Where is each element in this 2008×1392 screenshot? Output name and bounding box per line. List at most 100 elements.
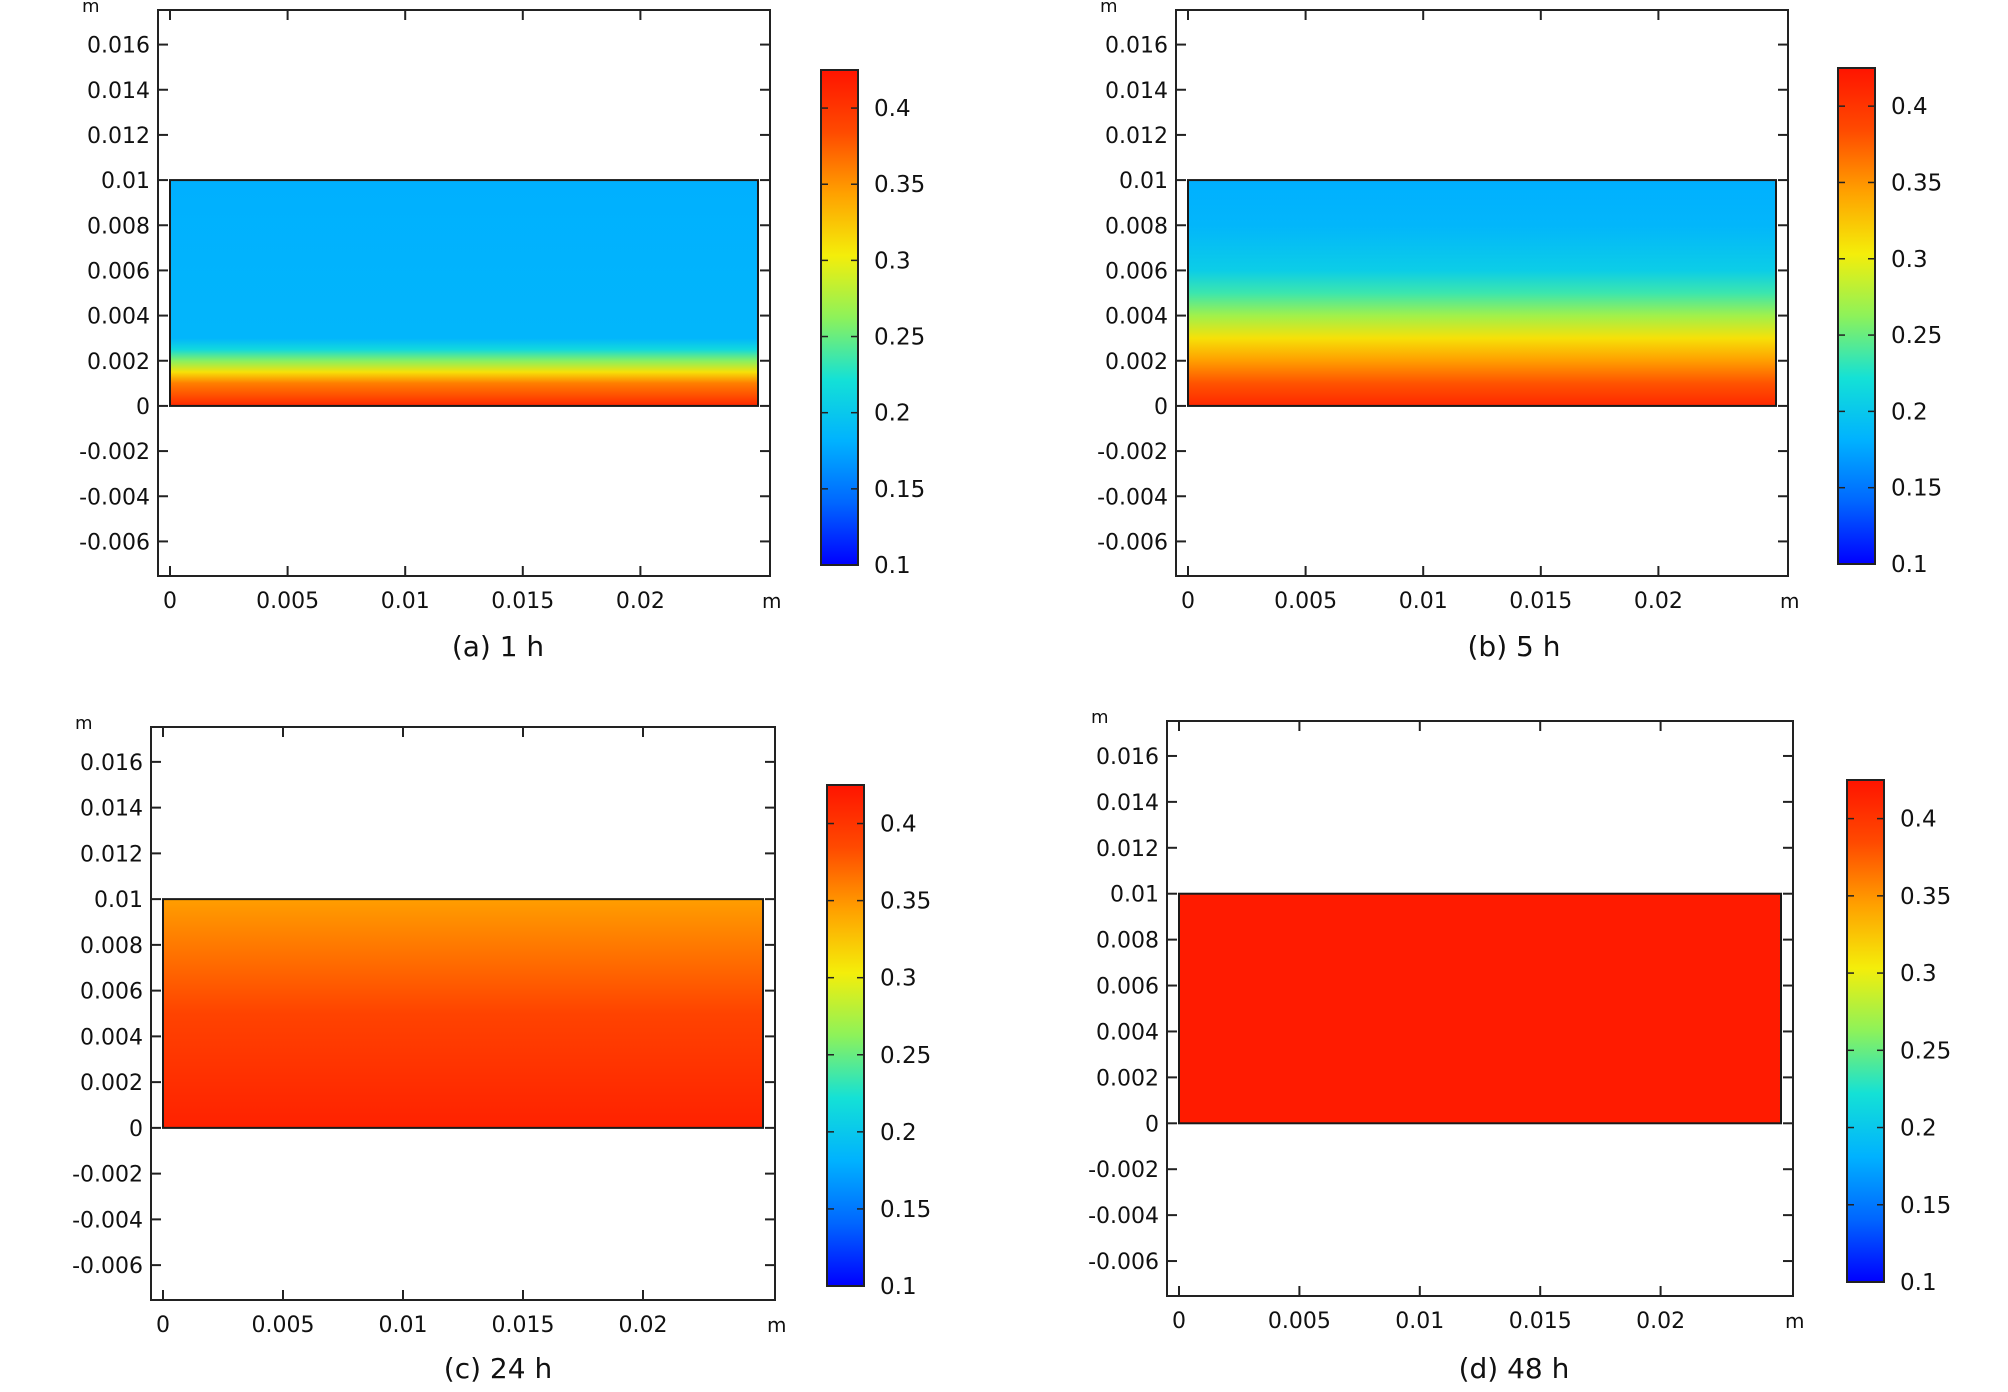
y-tick-label: 0.002 bbox=[1105, 350, 1168, 375]
y-tick-label: -0.002 bbox=[1088, 1158, 1159, 1183]
y-tick-label: 0.014 bbox=[1096, 791, 1159, 816]
colorbar-tick-label: 0.2 bbox=[880, 1120, 917, 1146]
y-tick-label: 0.01 bbox=[101, 169, 150, 194]
x-tick-label: 0.015 bbox=[1509, 589, 1572, 614]
concentration-field bbox=[1178, 892, 1782, 1125]
y-tick-label: 0.014 bbox=[80, 797, 143, 822]
y-tick-label: 0.012 bbox=[87, 124, 150, 149]
y-tick-label: 0.016 bbox=[80, 751, 143, 776]
colorbar bbox=[1846, 779, 1885, 1283]
plot-frame bbox=[1166, 720, 1794, 1297]
y-tick-label: 0.012 bbox=[1096, 837, 1159, 862]
y-tick-label: -0.004 bbox=[1097, 485, 1168, 510]
colorbar-tick-label: 0.1 bbox=[1891, 552, 1928, 578]
colorbar-tick-label: 0.15 bbox=[880, 1197, 931, 1223]
colorbar-tick-label: 0.2 bbox=[874, 401, 911, 427]
y-tick-label: 0.002 bbox=[80, 1071, 143, 1096]
x-tick-label: 0.01 bbox=[381, 589, 430, 614]
y-tick-label: -0.002 bbox=[79, 440, 150, 465]
colorbar-tick-label: 0.2 bbox=[1900, 1116, 1937, 1142]
colorbar-tick-label: 0.4 bbox=[880, 812, 917, 838]
plot-frame bbox=[157, 9, 771, 577]
y-tick-label: -0.006 bbox=[72, 1254, 143, 1279]
y-tick-label: 0.008 bbox=[80, 934, 143, 959]
x-tick-label: 0.015 bbox=[491, 589, 554, 614]
y-tick-label: 0.016 bbox=[1105, 34, 1168, 59]
x-axis-unit-label: m bbox=[1780, 589, 1799, 613]
y-tick-label: 0.006 bbox=[87, 259, 150, 284]
y-axis-unit-label: m bbox=[75, 713, 93, 734]
colorbar-tick-label: 0.35 bbox=[1900, 884, 1951, 910]
colorbar-tick-label: 0.25 bbox=[1900, 1038, 1951, 1064]
y-tick-label: -0.002 bbox=[72, 1163, 143, 1188]
concentration-field bbox=[162, 898, 764, 1129]
concentration-field bbox=[1187, 179, 1777, 407]
x-tick-label: 0.005 bbox=[252, 1313, 315, 1338]
x-axis-unit-label: m bbox=[762, 589, 781, 613]
x-tick-label: 0 bbox=[1172, 1309, 1186, 1334]
x-tick-label: 0 bbox=[1181, 589, 1195, 614]
y-tick-label: 0.01 bbox=[1119, 169, 1168, 194]
panel-caption: (c) 24 h bbox=[444, 1352, 552, 1385]
y-tick-label: 0.014 bbox=[87, 79, 150, 104]
colorbar-tick-label: 0.15 bbox=[1900, 1193, 1951, 1219]
concentration-field bbox=[169, 179, 759, 407]
colorbar bbox=[826, 784, 865, 1287]
x-tick-label: 0.02 bbox=[1634, 589, 1683, 614]
x-tick-label: 0.005 bbox=[1274, 589, 1337, 614]
panel-c: 0.016 0.014 0.012 0.01 0.008 0.006 0.004 0.002 0… bbox=[72, 713, 931, 1385]
y-tick-label: 0.008 bbox=[1105, 214, 1168, 239]
y-tick-label: -0.004 bbox=[1088, 1204, 1159, 1229]
colorbar-tick-label: 0.15 bbox=[1891, 476, 1942, 502]
colorbar-tick-label: 0.35 bbox=[1891, 170, 1942, 196]
colorbar-tick-label: 0.35 bbox=[874, 172, 925, 198]
y-tick-label: -0.004 bbox=[79, 485, 150, 510]
x-tick-label: 0.01 bbox=[1399, 589, 1448, 614]
y-tick-label: 0.006 bbox=[1096, 975, 1159, 1000]
y-tick-label: 0.004 bbox=[80, 1025, 143, 1050]
x-tick-label: 0 bbox=[163, 589, 177, 614]
x-tick-label: 0.015 bbox=[1509, 1309, 1572, 1334]
y-tick-label: -0.006 bbox=[1097, 530, 1168, 555]
panel-caption: (d) 48 h bbox=[1459, 1352, 1570, 1385]
y-tick-label: 0.012 bbox=[80, 842, 143, 867]
colorbar-tick-label: 0.4 bbox=[1891, 94, 1928, 120]
x-tick-label: 0.02 bbox=[1636, 1309, 1685, 1334]
colorbar bbox=[1837, 67, 1876, 565]
y-tick-label: 0.014 bbox=[1105, 79, 1168, 104]
x-tick-label: 0.01 bbox=[1395, 1309, 1444, 1334]
y-tick-label: -0.006 bbox=[79, 530, 150, 555]
y-tick-label: 0 bbox=[1154, 395, 1168, 420]
colorbar-tick-label: 0.4 bbox=[1900, 807, 1937, 833]
colorbar-tick-label: 0.4 bbox=[874, 96, 911, 122]
colorbar-tick-label: 0.3 bbox=[1891, 247, 1928, 273]
x-tick-label: 0.005 bbox=[1268, 1309, 1331, 1334]
y-tick-label: 0.006 bbox=[1105, 259, 1168, 284]
colorbar-tick-label: 0.3 bbox=[1900, 961, 1937, 987]
colorbar-tick-label: 0.1 bbox=[1900, 1270, 1937, 1296]
colorbar-tick-label: 0.3 bbox=[874, 248, 911, 274]
colorbar bbox=[820, 69, 859, 566]
y-tick-label: 0.004 bbox=[1096, 1020, 1159, 1045]
colorbar-tick-label: 0.1 bbox=[874, 553, 911, 579]
y-tick-label: -0.006 bbox=[1088, 1250, 1159, 1275]
panel-d: 0.016 0.014 0.012 0.01 0.008 0.006 0.004 0.002 0… bbox=[1088, 707, 1951, 1385]
panel-a: 0.016 0.014 0.012 0.01 0.008 0.006 0.004 0.002 0… bbox=[79, 0, 925, 663]
x-tick-label: 0 bbox=[156, 1313, 170, 1338]
x-tick-label: 0.005 bbox=[256, 589, 319, 614]
colorbar-tick-label: 0.3 bbox=[880, 966, 917, 992]
panel-caption: (a) 1 h bbox=[452, 630, 544, 663]
y-tick-label: 0 bbox=[136, 395, 150, 420]
colorbar-tick-label: 0.35 bbox=[880, 889, 931, 915]
y-tick-label: 0 bbox=[1145, 1112, 1159, 1137]
x-axis-unit-label: m bbox=[1785, 1309, 1804, 1333]
panel-b: 0.016 0.014 0.012 0.01 0.008 0.006 0.004 0.002 0… bbox=[1097, 0, 1942, 663]
plot-frame bbox=[150, 726, 776, 1301]
colorbar-tick-label: 0.2 bbox=[1891, 399, 1928, 425]
x-tick-label: 0.015 bbox=[492, 1313, 555, 1338]
x-tick-label: 0.01 bbox=[379, 1313, 428, 1338]
y-tick-label: 0.006 bbox=[80, 980, 143, 1005]
y-tick-label: -0.002 bbox=[1097, 440, 1168, 465]
y-tick-label: 0.016 bbox=[1096, 745, 1159, 770]
